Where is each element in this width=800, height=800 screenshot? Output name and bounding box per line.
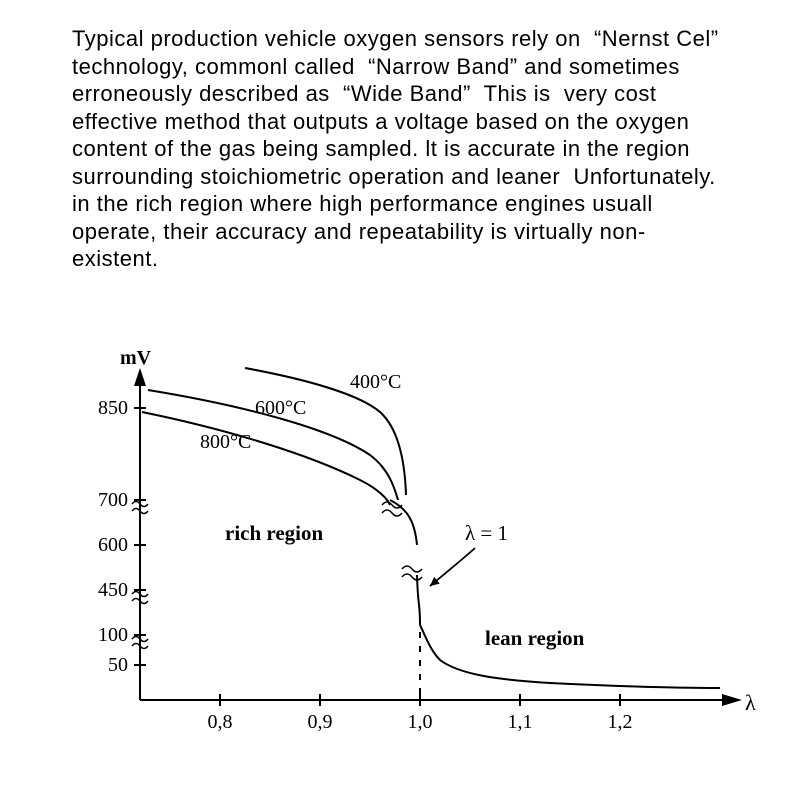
label-400c: 400°C — [350, 371, 401, 393]
svg-text:100: 100 — [98, 624, 128, 646]
svg-text:850: 850 — [98, 397, 128, 419]
svg-text:1,2: 1,2 — [608, 711, 633, 733]
label-600c: 600°C — [255, 397, 306, 419]
y-axis-label: mV — [120, 350, 152, 369]
svg-text:50: 50 — [108, 654, 128, 676]
label-800c: 800°C — [200, 431, 251, 453]
lambda-equals-one-label: λ = 1 — [465, 521, 508, 545]
curve-800c — [142, 412, 390, 505]
y-axis: 850 700 600 450 100 50 mV — [98, 350, 152, 700]
curve-drop — [390, 500, 420, 625]
svg-text:0,9: 0,9 — [308, 711, 333, 733]
svg-text:600: 600 — [98, 534, 128, 556]
nernst-chart: 850 700 600 450 100 50 mV 0,8 0,9 1,0 1,1 1,2 λ 4… — [80, 350, 760, 790]
lean-region-label: lean region — [485, 626, 585, 650]
svg-text:700: 700 — [98, 489, 128, 511]
svg-text:1,1: 1,1 — [508, 711, 533, 733]
svg-text:0,8: 0,8 — [208, 711, 233, 733]
svg-text:1,0: 1,0 — [408, 711, 433, 733]
x-axis-label: λ — [745, 690, 756, 715]
svg-text:450: 450 — [98, 579, 128, 601]
lambda-arrow — [430, 548, 475, 586]
body-text: Typical production vehicle oxygen sensor… — [72, 25, 732, 273]
rich-region-label: rich region — [225, 521, 324, 545]
x-axis: 0,8 0,9 1,0 1,1 1,2 λ — [140, 690, 756, 733]
